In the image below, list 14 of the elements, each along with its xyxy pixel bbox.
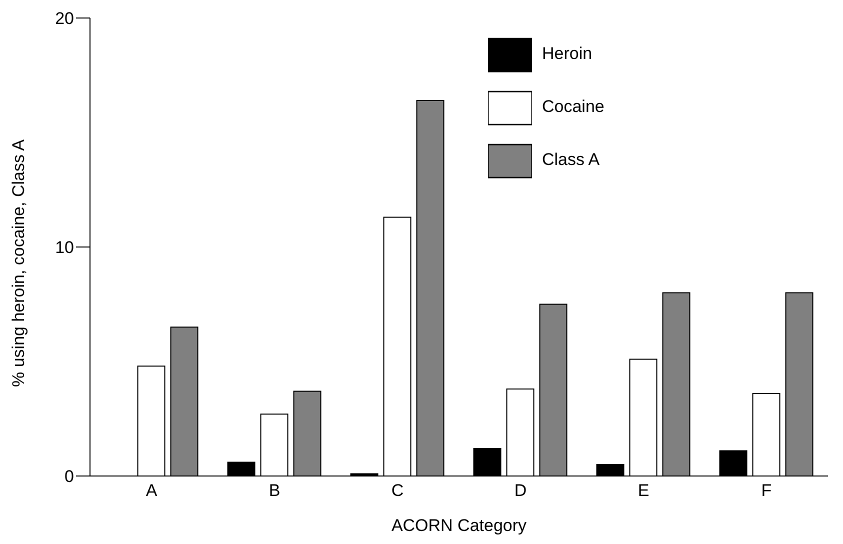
x-tick-label: B: [268, 481, 280, 500]
legend-label: Class A: [542, 150, 600, 169]
y-tick-label: 20: [55, 9, 74, 28]
y-tick-label: 0: [64, 467, 74, 486]
y-axis-title: % using heroin, cocaine, Class A: [9, 138, 28, 387]
x-tick-label: F: [761, 481, 772, 500]
x-tick-label: D: [514, 481, 527, 500]
y-tick-label: 10: [55, 238, 74, 258]
x-tick-label: C: [391, 481, 404, 500]
legend-label: Cocaine: [542, 97, 604, 116]
x-tick-label: E: [638, 481, 650, 500]
x-axis-title: ACORN Category: [391, 516, 528, 535]
legend-label: Heroin: [542, 44, 592, 63]
x-tick-label: A: [146, 481, 158, 500]
